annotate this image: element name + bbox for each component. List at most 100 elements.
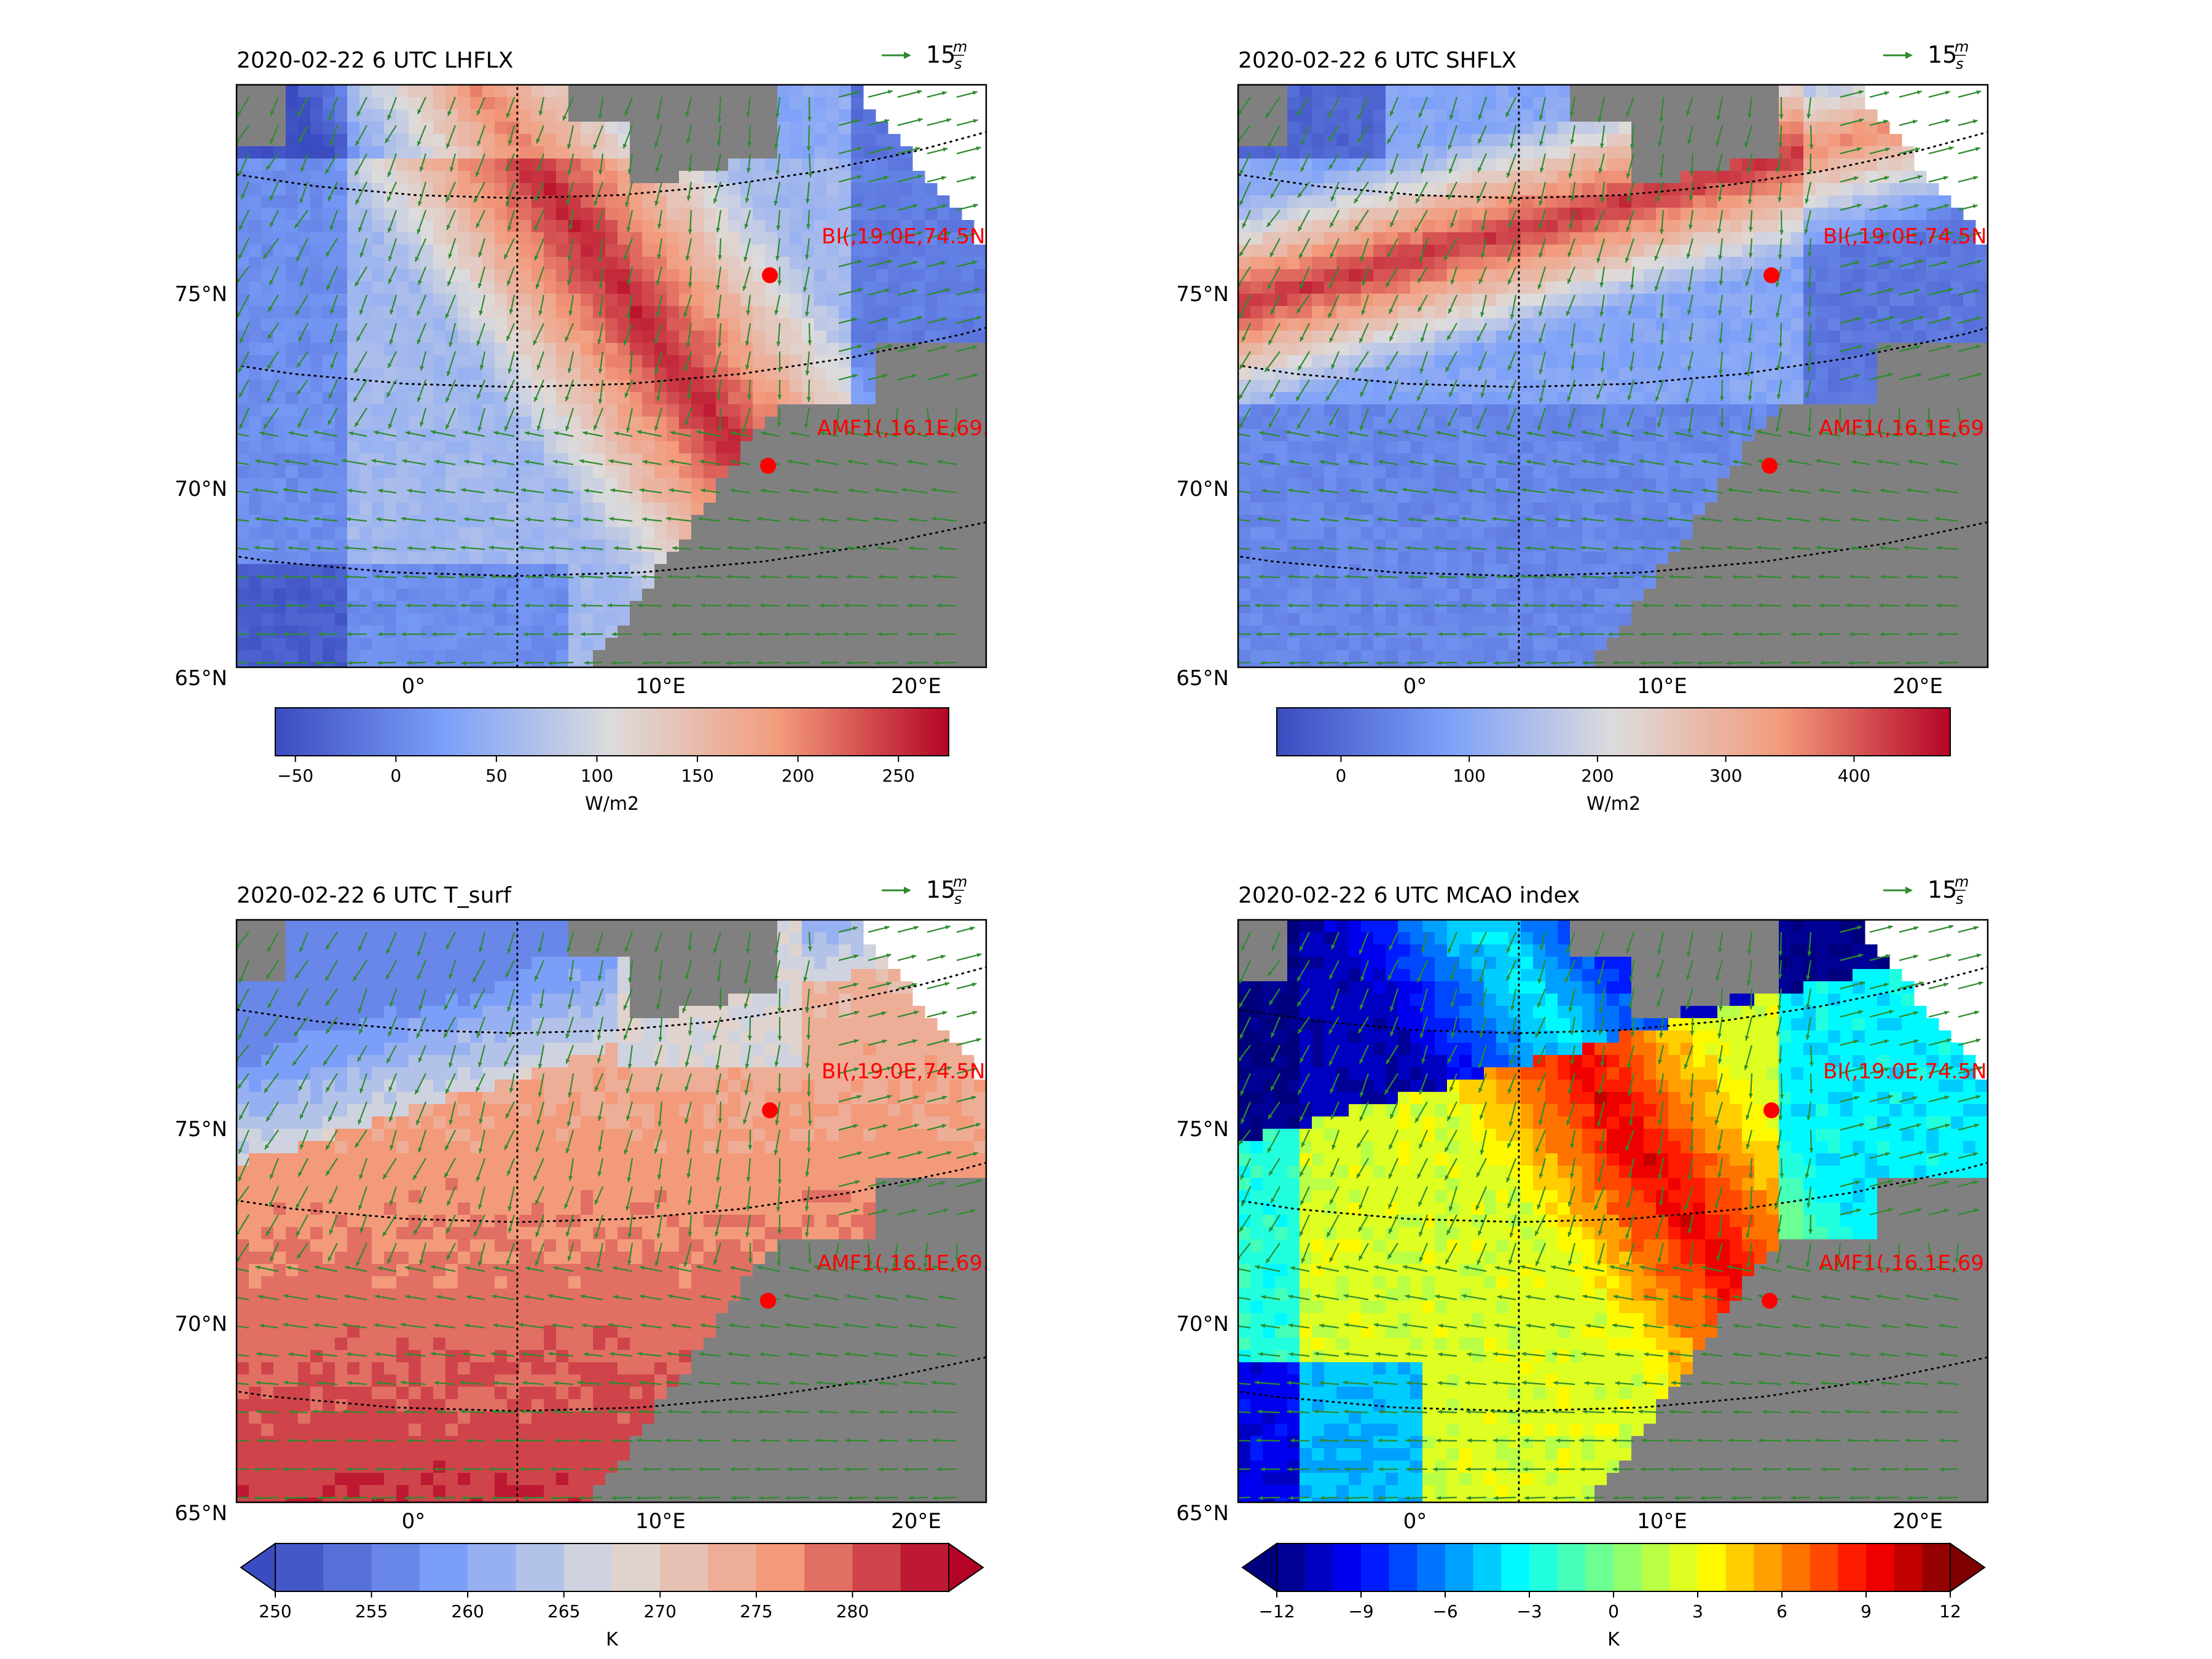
colorbar-tick-label: −50 — [277, 766, 313, 786]
lat-label: 75°N — [1176, 1117, 1229, 1142]
wind-legend-unit-den: s — [954, 890, 962, 908]
lon-label: 0° — [402, 674, 426, 699]
wind-legend-arrowhead — [1905, 52, 1913, 59]
colorbar-segment — [1641, 1543, 1670, 1591]
colorbar-frame — [275, 1543, 949, 1592]
field-raster — [1238, 85, 1988, 667]
colorbar-tick-label: 0 — [1335, 766, 1346, 786]
colorbar-segment — [852, 1543, 901, 1591]
wind-vectors — [1238, 925, 1983, 1500]
colorbar: −50 0 50 100 150 200 250 W/m2 — [275, 707, 949, 815]
lat-label: 75°N — [175, 282, 227, 307]
station-marker-amf1 — [760, 1293, 776, 1309]
panel-title: 2020-02-22 6 UTC LHFLX — [237, 48, 513, 73]
colorbar-extend-max — [948, 1542, 984, 1593]
colorbar-unit-label: W/m2 — [585, 793, 639, 815]
colorbar-frame — [275, 707, 949, 756]
lon-label: 20°E — [1892, 674, 1943, 699]
colorbar-segment — [1754, 1543, 1783, 1591]
colorbar-segment — [1838, 1543, 1867, 1591]
colorbar-segment — [1473, 1543, 1502, 1591]
graticule — [0, 0, 1988, 1502]
wind-legend-unit-den: s — [1956, 55, 1964, 73]
wind-vectors — [237, 90, 982, 665]
colorbar-segment — [468, 1543, 517, 1591]
lon-label: 10°E — [1637, 674, 1687, 699]
station-marker-bi — [1763, 1102, 1779, 1118]
colorbar-tick-label: 400 — [1838, 766, 1870, 786]
colorbar-gradient — [1277, 708, 1950, 756]
lon-label: 20°E — [1892, 1509, 1943, 1534]
station-label-bi: BI(,19.0E,74.5N) — [822, 224, 994, 249]
map-area: BI(,19.0E,74.5N) AMF1(,16.1E,69.3N) — [1238, 85, 2028, 667]
wind-legend-arrowhead — [904, 52, 911, 59]
colorbar-segment — [563, 1543, 613, 1591]
graticule — [237, 85, 986, 667]
colorbar-segment — [1557, 1543, 1586, 1591]
colorbar-segment — [1389, 1543, 1418, 1591]
lon-label: 0° — [402, 1509, 426, 1534]
wind-legend-unit-num: m — [953, 38, 967, 55]
colorbar-segment — [756, 1543, 805, 1591]
station-label-bi: BI(,19.0E,74.5N) — [1823, 224, 1995, 249]
lat-label: 75°N — [1176, 282, 1229, 307]
colorbar-segment — [900, 1543, 949, 1591]
colorbar-segment — [1922, 1543, 1951, 1591]
colorbar-segment — [1333, 1543, 1362, 1591]
graticule — [237, 920, 986, 1502]
wind-vectors — [1238, 90, 1982, 665]
colorbar-tick-label: 260 — [451, 1601, 484, 1622]
colorbar-segment — [1614, 1543, 1642, 1591]
colorbar-tick-label: 255 — [355, 1601, 388, 1622]
map-area: BI(,19.0E,74.5N) AMF1(,16.1E,69.3N) — [237, 85, 994, 667]
colorbar-tick-label: 0 — [390, 766, 401, 786]
station-label-amf1: AMF1(,16.1E,69.3N) — [817, 1251, 1026, 1276]
colorbar-tick-label: −6 — [1432, 1601, 1457, 1622]
parallel-70 — [1238, 326, 1988, 388]
meridian--10 — [0, 0, 111, 188]
wind-legend-unit-num: m — [1955, 873, 1969, 890]
colorbar-segment — [1894, 1543, 1923, 1591]
lat-label: 75°N — [175, 1117, 227, 1142]
wind-legend-unit-num: m — [1955, 38, 1969, 55]
colorbar-segment — [371, 1543, 420, 1591]
colorbar-segment — [612, 1543, 661, 1591]
colorbar-tick-label: 12 — [1939, 1601, 1961, 1622]
station-label-amf1: AMF1(,16.1E,69.3N) — [1819, 416, 2028, 441]
colorbar-segment — [1445, 1543, 1474, 1591]
colorbar-tick-label: −9 — [1348, 1601, 1373, 1622]
station-marker-amf1 — [1762, 1293, 1778, 1309]
lon-label: 10°E — [1637, 1509, 1687, 1534]
map-frame — [1237, 919, 1989, 1504]
colorbar: 250 255 260 265 270 275 280 K — [240, 1542, 984, 1650]
lon-label: 10°E — [635, 1509, 686, 1534]
wind-legend-unit-den: s — [954, 55, 962, 73]
lat-label: 65°N — [1176, 666, 1229, 691]
station-marker-bi — [1763, 267, 1779, 283]
wind-legend-unit-den: s — [1956, 890, 1964, 908]
parallel-70 — [237, 326, 986, 388]
map-frame — [1237, 84, 1989, 669]
lat-label: 70°N — [175, 1312, 227, 1336]
colorbar-extend-min — [1241, 1542, 1277, 1593]
lat-label: 70°N — [175, 477, 227, 501]
field-raster — [237, 85, 986, 667]
colorbar-tick-label: 265 — [547, 1601, 580, 1622]
lon-label: 20°E — [891, 1509, 941, 1534]
station-marker-bi — [762, 1102, 778, 1118]
station-marker-bi — [762, 267, 778, 283]
colorbar-segment — [1417, 1543, 1446, 1591]
station-label-bi: BI(,19.0E,74.5N) — [822, 1059, 994, 1084]
lat-label: 65°N — [1176, 1501, 1229, 1526]
colorbar-tick-label: 280 — [836, 1601, 869, 1622]
colorbar-tick-label: 9 — [1861, 1601, 1872, 1622]
colorbar-segment — [1866, 1543, 1895, 1591]
colorbar-tick-label: 150 — [681, 766, 713, 786]
colorbar-tick-label: 250 — [882, 766, 914, 786]
panel-title: 2020-02-22 6 UTC MCAO index — [1238, 883, 1580, 908]
colorbar-segment — [1810, 1543, 1838, 1591]
